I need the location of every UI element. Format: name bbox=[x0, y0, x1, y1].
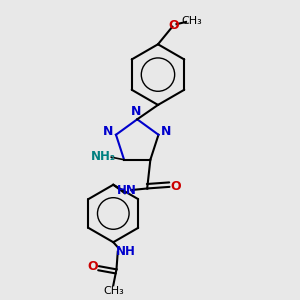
Text: O: O bbox=[170, 180, 181, 194]
Text: HN: HN bbox=[116, 184, 136, 196]
Text: N: N bbox=[130, 105, 141, 118]
Text: CH₃: CH₃ bbox=[103, 286, 124, 296]
Text: N: N bbox=[103, 125, 113, 138]
Text: NH₂: NH₂ bbox=[91, 150, 116, 163]
Text: CH₃: CH₃ bbox=[181, 16, 202, 26]
Text: O: O bbox=[88, 260, 98, 273]
Text: NH: NH bbox=[116, 245, 136, 258]
Text: O: O bbox=[169, 19, 179, 32]
Text: N: N bbox=[161, 125, 172, 138]
